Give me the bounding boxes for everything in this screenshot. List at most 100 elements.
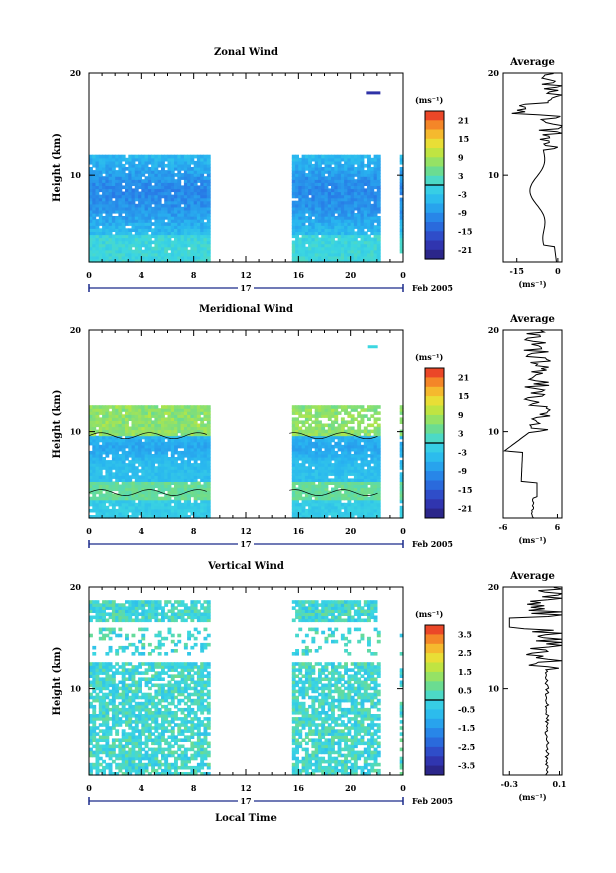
heatmap-cell <box>154 194 159 199</box>
heatmap-cell <box>324 237 329 242</box>
heatmap-cell <box>183 157 188 162</box>
heatmap-cell <box>367 160 371 165</box>
heatmap-cell <box>298 206 303 211</box>
heatmap-cell <box>102 234 106 239</box>
heatmap-cell <box>118 249 123 254</box>
heatmap-cell <box>399 188 404 193</box>
heatmap-cell <box>180 426 185 431</box>
heatmap-cell <box>301 188 306 193</box>
heatmap-cell <box>164 408 169 412</box>
heatmap-cell <box>147 426 152 431</box>
heatmap-cell <box>367 463 371 467</box>
heatmap-cell <box>203 475 208 479</box>
heatmap-cell <box>95 444 100 449</box>
heatmap-cell <box>141 463 146 467</box>
heatmap-cell <box>321 188 326 193</box>
heatmap-cell <box>108 225 113 229</box>
heatmap-cell <box>334 197 339 202</box>
heatmap-cell <box>324 188 329 193</box>
heatmap-cell <box>154 225 159 229</box>
heatmap-cell <box>180 405 185 409</box>
heatmap-cell <box>125 711 129 715</box>
heatmap-cell <box>337 157 342 162</box>
average-frame <box>502 72 563 263</box>
heatmap-cell <box>206 469 211 473</box>
heatmap-cell <box>89 176 93 180</box>
heatmap-cell <box>200 206 205 211</box>
heatmap-cell <box>125 714 129 718</box>
heatmap-cell <box>357 170 362 174</box>
heatmap-cell <box>187 154 191 159</box>
heatmap-cell <box>187 505 191 510</box>
heatmap-cell <box>399 231 404 236</box>
heatmap-cell <box>308 163 312 168</box>
heatmap-cell <box>183 240 188 245</box>
heatmap-cell <box>353 475 358 479</box>
heatmap-cell <box>161 481 165 485</box>
heatmap-cell <box>115 219 120 223</box>
heatmap-cell <box>347 487 352 492</box>
heatmap-cell <box>193 438 198 443</box>
heatmap-cell <box>360 154 365 159</box>
heatmap-cell <box>102 179 106 183</box>
heatmap-cell <box>295 511 299 516</box>
heatmap <box>89 600 404 776</box>
heatmap-cell <box>321 255 326 260</box>
heatmap-cell <box>108 463 113 467</box>
heatmap-cell <box>134 478 139 482</box>
heatmap-cell <box>324 234 329 239</box>
heatmap-cell <box>321 228 326 232</box>
heatmap-cell <box>295 170 299 174</box>
heatmap-cell <box>187 237 191 242</box>
heatmap-cell <box>311 454 316 458</box>
heatmap-cell <box>337 515 342 519</box>
heatmap-cell <box>334 429 339 434</box>
heatmap-cell <box>353 173 358 177</box>
heatmap-cell <box>128 185 133 190</box>
heatmap-cell <box>151 160 155 165</box>
heatmap-cell <box>301 167 306 171</box>
heatmap-cell <box>128 408 133 412</box>
y-tick-label: 10 <box>70 427 82 437</box>
heatmap-cell <box>144 246 149 251</box>
heatmap-cell <box>95 225 100 229</box>
heatmap-cell <box>131 741 136 746</box>
heatmap-cell <box>304 200 309 205</box>
heatmap-cell <box>291 176 296 180</box>
heatmap-cell <box>301 454 306 458</box>
heatmap-cell <box>350 163 355 168</box>
heatmap-cell <box>95 219 100 223</box>
heatmap-cell <box>399 484 404 489</box>
heatmap-cell <box>340 216 345 220</box>
heatmap-cell <box>174 200 178 205</box>
heatmap-cell <box>98 735 103 739</box>
heatmap-cell <box>314 206 319 211</box>
heatmap-cell <box>161 206 165 211</box>
heatmap-cell <box>154 447 159 452</box>
heatmap-cell <box>125 683 129 688</box>
heatmap-cell <box>118 680 123 685</box>
colorbar-segment <box>425 443 444 453</box>
heatmap-cell <box>125 173 129 177</box>
heatmap-cell <box>331 246 335 251</box>
heatmap-cell <box>167 432 172 437</box>
heatmap-cell <box>350 469 355 473</box>
heatmap-cell <box>92 711 97 715</box>
heatmap-cell <box>121 423 126 428</box>
heatmap-cell <box>196 249 201 254</box>
heatmap-cell <box>301 478 306 482</box>
heatmap-cell <box>157 478 162 482</box>
heatmap-cell <box>115 206 120 211</box>
heatmap-cell <box>193 472 198 476</box>
heatmap-cell <box>157 423 162 428</box>
heatmap-cell <box>105 735 110 739</box>
heatmap-cell <box>353 472 358 476</box>
heatmap-cell <box>121 176 126 180</box>
heatmap-cell <box>363 213 368 217</box>
heatmap-cell <box>157 463 162 467</box>
heatmap-cell <box>376 487 381 492</box>
heatmap-cell <box>134 472 139 476</box>
heatmap-cell <box>347 515 352 519</box>
heatmap-cell <box>314 167 319 171</box>
heatmap-cell <box>376 405 381 409</box>
